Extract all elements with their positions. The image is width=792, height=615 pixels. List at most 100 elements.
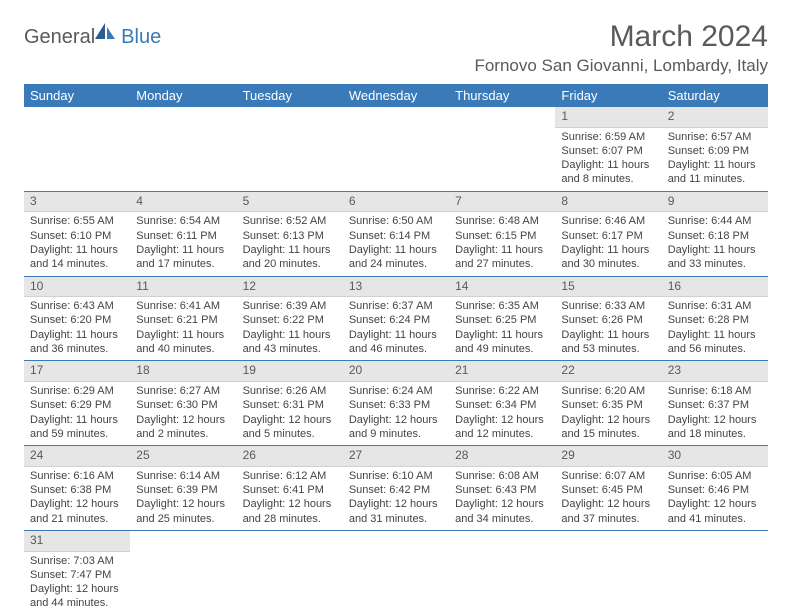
day-number: 2	[662, 107, 768, 128]
daylight-line: Daylight: 12 hours and 25 minutes.	[136, 497, 230, 526]
sunset-line: Sunset: 6:46 PM	[668, 483, 762, 497]
header: General Blue March 2024 Fornovo San Giov…	[24, 20, 768, 76]
sunrise-line: Sunrise: 6:12 AM	[243, 469, 337, 483]
sunrise-line: Sunrise: 6:50 AM	[349, 214, 443, 228]
daylight-line: Daylight: 11 hours and 14 minutes.	[30, 243, 124, 272]
day-body: Sunrise: 6:08 AMSunset: 6:43 PMDaylight:…	[449, 467, 555, 530]
calendar-cell: 10Sunrise: 6:43 AMSunset: 6:20 PMDayligh…	[24, 276, 130, 361]
calendar-cell: 5Sunrise: 6:52 AMSunset: 6:13 PMDaylight…	[237, 191, 343, 276]
day-body: Sunrise: 6:59 AMSunset: 6:07 PMDaylight:…	[555, 128, 661, 191]
calendar-cell: 3Sunrise: 6:55 AMSunset: 6:10 PMDaylight…	[24, 191, 130, 276]
daylight-line: Daylight: 12 hours and 31 minutes.	[349, 497, 443, 526]
sunrise-line: Sunrise: 6:39 AM	[243, 299, 337, 313]
daylight-line: Daylight: 11 hours and 17 minutes.	[136, 243, 230, 272]
day-number: 1	[555, 107, 661, 128]
daylight-line: Daylight: 12 hours and 5 minutes.	[243, 413, 337, 442]
daylight-line: Daylight: 11 hours and 27 minutes.	[455, 243, 549, 272]
location: Fornovo San Giovanni, Lombardy, Italy	[474, 56, 768, 76]
calendar-cell: 28Sunrise: 6:08 AMSunset: 6:43 PMDayligh…	[449, 446, 555, 531]
day-body: Sunrise: 6:41 AMSunset: 6:21 PMDaylight:…	[130, 297, 236, 360]
day-number: 18	[130, 361, 236, 382]
sunset-line: Sunset: 6:21 PM	[136, 313, 230, 327]
day-number: 9	[662, 192, 768, 213]
sunrise-line: Sunrise: 6:08 AM	[455, 469, 549, 483]
weekday-header: Friday	[555, 84, 661, 107]
daylight-line: Daylight: 11 hours and 56 minutes.	[668, 328, 762, 357]
calendar-cell	[343, 530, 449, 614]
sunset-line: Sunset: 6:43 PM	[455, 483, 549, 497]
sunrise-line: Sunrise: 6:46 AM	[561, 214, 655, 228]
calendar-row: 17Sunrise: 6:29 AMSunset: 6:29 PMDayligh…	[24, 361, 768, 446]
calendar-cell	[237, 530, 343, 614]
weekday-header: Monday	[130, 84, 236, 107]
calendar-cell: 19Sunrise: 6:26 AMSunset: 6:31 PMDayligh…	[237, 361, 343, 446]
day-number: 11	[130, 277, 236, 298]
calendar-row: 24Sunrise: 6:16 AMSunset: 6:38 PMDayligh…	[24, 446, 768, 531]
day-number: 27	[343, 446, 449, 467]
sunset-line: Sunset: 6:42 PM	[349, 483, 443, 497]
sunset-line: Sunset: 6:30 PM	[136, 398, 230, 412]
calendar-cell: 15Sunrise: 6:33 AMSunset: 6:26 PMDayligh…	[555, 276, 661, 361]
calendar-cell	[343, 107, 449, 191]
calendar-cell: 16Sunrise: 6:31 AMSunset: 6:28 PMDayligh…	[662, 276, 768, 361]
sunrise-line: Sunrise: 6:16 AM	[30, 469, 124, 483]
sunset-line: Sunset: 6:35 PM	[561, 398, 655, 412]
day-body: Sunrise: 6:26 AMSunset: 6:31 PMDaylight:…	[237, 382, 343, 445]
daylight-line: Daylight: 12 hours and 12 minutes.	[455, 413, 549, 442]
day-body: Sunrise: 6:12 AMSunset: 6:41 PMDaylight:…	[237, 467, 343, 530]
sunset-line: Sunset: 6:18 PM	[668, 229, 762, 243]
day-number: 16	[662, 277, 768, 298]
day-number: 7	[449, 192, 555, 213]
day-number: 31	[24, 531, 130, 552]
sunrise-line: Sunrise: 6:54 AM	[136, 214, 230, 228]
daylight-line: Daylight: 11 hours and 20 minutes.	[243, 243, 337, 272]
title-block: March 2024 Fornovo San Giovanni, Lombard…	[474, 20, 768, 76]
sunrise-line: Sunrise: 6:07 AM	[561, 469, 655, 483]
sunset-line: Sunset: 6:41 PM	[243, 483, 337, 497]
day-body: Sunrise: 6:05 AMSunset: 6:46 PMDaylight:…	[662, 467, 768, 530]
daylight-line: Daylight: 12 hours and 2 minutes.	[136, 413, 230, 442]
calendar-cell	[130, 107, 236, 191]
sunset-line: Sunset: 6:28 PM	[668, 313, 762, 327]
weekday-header: Sunday	[24, 84, 130, 107]
day-number: 30	[662, 446, 768, 467]
daylight-line: Daylight: 12 hours and 37 minutes.	[561, 497, 655, 526]
sunrise-line: Sunrise: 6:14 AM	[136, 469, 230, 483]
weekday-header: Saturday	[662, 84, 768, 107]
sunset-line: Sunset: 6:26 PM	[561, 313, 655, 327]
calendar-cell	[237, 107, 343, 191]
calendar-cell: 14Sunrise: 6:35 AMSunset: 6:25 PMDayligh…	[449, 276, 555, 361]
calendar-cell	[130, 530, 236, 614]
calendar-row: 31Sunrise: 7:03 AMSunset: 7:47 PMDayligh…	[24, 530, 768, 614]
sunset-line: Sunset: 6:39 PM	[136, 483, 230, 497]
calendar-cell: 30Sunrise: 6:05 AMSunset: 6:46 PMDayligh…	[662, 446, 768, 531]
weekday-header: Wednesday	[343, 84, 449, 107]
day-number: 15	[555, 277, 661, 298]
sunset-line: Sunset: 6:33 PM	[349, 398, 443, 412]
day-number: 26	[237, 446, 343, 467]
month-title: March 2024	[474, 20, 768, 54]
calendar-cell	[555, 530, 661, 614]
day-body: Sunrise: 6:39 AMSunset: 6:22 PMDaylight:…	[237, 297, 343, 360]
logo-text-general: General	[24, 26, 95, 49]
day-body: Sunrise: 6:44 AMSunset: 6:18 PMDaylight:…	[662, 212, 768, 275]
calendar-cell: 27Sunrise: 6:10 AMSunset: 6:42 PMDayligh…	[343, 446, 449, 531]
sunrise-line: Sunrise: 6:57 AM	[668, 130, 762, 144]
weekday-header-row: SundayMondayTuesdayWednesdayThursdayFrid…	[24, 84, 768, 107]
sunset-line: Sunset: 6:11 PM	[136, 229, 230, 243]
calendar-cell: 20Sunrise: 6:24 AMSunset: 6:33 PMDayligh…	[343, 361, 449, 446]
day-number: 19	[237, 361, 343, 382]
day-body: Sunrise: 6:57 AMSunset: 6:09 PMDaylight:…	[662, 128, 768, 191]
day-number: 5	[237, 192, 343, 213]
day-body: Sunrise: 6:16 AMSunset: 6:38 PMDaylight:…	[24, 467, 130, 530]
calendar-row: 10Sunrise: 6:43 AMSunset: 6:20 PMDayligh…	[24, 276, 768, 361]
logo: General Blue	[24, 26, 161, 49]
day-body: Sunrise: 6:22 AMSunset: 6:34 PMDaylight:…	[449, 382, 555, 445]
calendar-cell: 7Sunrise: 6:48 AMSunset: 6:15 PMDaylight…	[449, 191, 555, 276]
day-number: 20	[343, 361, 449, 382]
sunrise-line: Sunrise: 7:03 AM	[30, 554, 124, 568]
calendar-cell: 29Sunrise: 6:07 AMSunset: 6:45 PMDayligh…	[555, 446, 661, 531]
sunrise-line: Sunrise: 6:05 AM	[668, 469, 762, 483]
day-number: 13	[343, 277, 449, 298]
calendar-row: 1Sunrise: 6:59 AMSunset: 6:07 PMDaylight…	[24, 107, 768, 191]
